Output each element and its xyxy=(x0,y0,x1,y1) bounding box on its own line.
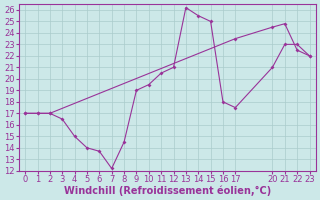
X-axis label: Windchill (Refroidissement éolien,°C): Windchill (Refroidissement éolien,°C) xyxy=(64,185,271,196)
